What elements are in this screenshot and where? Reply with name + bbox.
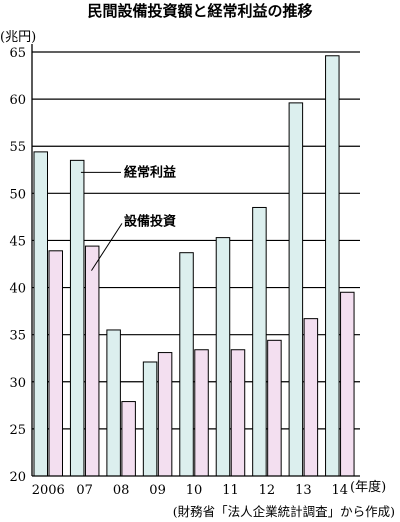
- bar-setsubi-toshi: [48, 250, 63, 477]
- bar-layer: [33, 55, 355, 477]
- bar-setsubi-toshi: [121, 401, 136, 477]
- y-axis-label: (兆円): [0, 30, 36, 45]
- y-tick-label: 25: [9, 423, 26, 438]
- legend-label-keijo-rieki: 経常利益: [124, 164, 176, 180]
- bar-keijo-rieki: [106, 329, 121, 477]
- x-tick-label: 13: [295, 483, 312, 498]
- x-tick-label: 12: [259, 483, 276, 498]
- y-tick-label: 50: [9, 187, 26, 202]
- legend-bg-setsubi: [120, 211, 190, 232]
- y-tick-label: 20: [9, 470, 26, 485]
- bar-keijo-rieki: [142, 361, 158, 477]
- y-tick-label: 65: [9, 46, 26, 61]
- bar-keijo-rieki: [252, 206, 267, 477]
- legend-bg-keijo: [120, 162, 190, 183]
- x-tick-label: 2006: [32, 483, 65, 498]
- bar-keijo-rieki: [325, 55, 340, 477]
- bar-setsubi-toshi: [267, 339, 282, 477]
- chart-title: 民間設備投資額と経常利益の推移: [87, 2, 312, 20]
- x-tick-label: 10: [186, 483, 203, 498]
- x-tick-label: 14: [332, 483, 349, 498]
- axis-layer: 20 25 30 35 40 45 50 55 60 65 2006 07 08 09 10 11 12 13 14: [9, 44, 360, 498]
- y-tick-label: 45: [9, 234, 26, 249]
- y-tick-label: 40: [9, 282, 26, 297]
- bar-setsubi-toshi: [340, 291, 355, 477]
- y-tick-label: 55: [9, 140, 26, 155]
- y-tick-label: 35: [9, 329, 26, 344]
- x-tick-label: 08: [113, 483, 130, 498]
- bar-setsubi-toshi: [303, 318, 319, 477]
- x-tick-label: 07: [76, 483, 93, 498]
- bar-keijo-rieki: [288, 102, 304, 477]
- y-tick-label: 60: [9, 93, 26, 108]
- x-tick-label: 09: [149, 483, 166, 498]
- bar-setsubi-toshi: [230, 349, 246, 477]
- x-axis-label: (年度): [350, 479, 386, 495]
- x-tick-label: 11: [222, 483, 239, 498]
- bar-setsubi-toshi: [157, 352, 173, 477]
- bar-keijo-rieki: [69, 159, 85, 477]
- bar-keijo-rieki: [33, 151, 48, 477]
- bar-setsubi-toshi: [194, 349, 209, 477]
- bar-setsubi-toshi: [84, 245, 100, 477]
- bar-keijo-rieki: [215, 237, 231, 477]
- legend-label-setsubi-toshi: 設備投資: [124, 213, 176, 229]
- source-note: (財務省「法人企業統計調査」から作成): [173, 504, 395, 519]
- y-tick-label: 30: [9, 376, 26, 391]
- bar-keijo-rieki: [179, 252, 194, 477]
- legend-leader-setsubi: [91, 223, 123, 271]
